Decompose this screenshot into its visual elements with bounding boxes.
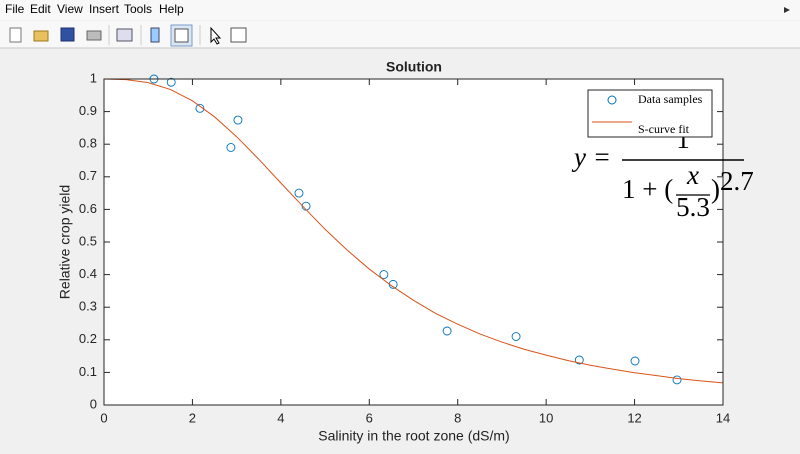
data-point — [442, 326, 452, 336]
new-icon[interactable] — [9, 27, 22, 43]
data-point — [574, 355, 584, 365]
x-tick-label: 4 — [277, 410, 284, 425]
x-tick-label: 0 — [100, 410, 107, 425]
data-point — [294, 188, 304, 198]
open-icon[interactable] — [33, 30, 49, 42]
menu-item[interactable]: Insert — [89, 2, 120, 16]
y-tick-label: 0.7 — [79, 168, 97, 183]
menu-background — [0, 0, 800, 20]
x-tick-label: 14 — [716, 410, 730, 425]
equation-scale: 5.3 — [676, 192, 710, 222]
data-point — [379, 270, 389, 280]
data-point — [195, 103, 205, 113]
equation: y = 1 1 + ( x 5.3 ) 2.7 — [571, 124, 754, 222]
pointer-icon[interactable] — [210, 26, 222, 45]
legend-icon — [174, 28, 189, 43]
colorbar-icon[interactable] — [150, 27, 160, 43]
data-point — [226, 143, 236, 152]
menu-bar: File Edit View Insert Tools Help — [0, 0, 800, 20]
y-tick-label: 0.8 — [79, 136, 97, 151]
menu-item[interactable]: View — [57, 2, 83, 16]
y-tick-label: 0.3 — [79, 299, 97, 314]
legend-label: S-curve fit — [638, 122, 690, 136]
x-axis-label: Salinity in the root zone (dS/m) — [318, 428, 509, 444]
axes-box — [103, 78, 724, 406]
legend-label: Data samples — [638, 92, 703, 106]
menu-item[interactable]: Edit — [30, 2, 51, 16]
menu-item[interactable]: Tools — [124, 2, 152, 16]
data-point — [233, 115, 243, 125]
data-point — [166, 77, 176, 87]
y-tick-label: 0.4 — [79, 266, 97, 281]
x-tick-label: 12 — [627, 410, 641, 425]
menu-item[interactable]: Help — [159, 2, 184, 16]
y-tick-label: 0.6 — [79, 201, 97, 216]
equation-lhs: y = — [571, 142, 611, 172]
y-tick-label: 1 — [90, 70, 97, 85]
x-tick-label: 2 — [189, 410, 196, 425]
y-tick-label: 0.2 — [79, 331, 97, 346]
y-tick-label: 0.1 — [79, 364, 97, 379]
equation-paren: ) — [711, 174, 720, 204]
menu-item[interactable]: File — [5, 2, 25, 16]
x-tick-label: 8 — [454, 410, 461, 425]
y-tick-label: 0.9 — [79, 103, 97, 118]
equation-x: x — [686, 160, 699, 190]
y-tick-label: 0.5 — [79, 233, 97, 248]
toolbar — [0, 21, 800, 49]
y-tick-label: 0 — [90, 396, 97, 411]
data-point — [511, 332, 521, 341]
equation-exponent: 2.7 — [720, 166, 754, 196]
x-tick-label: 10 — [539, 410, 553, 425]
menu-arrow[interactable] — [784, 7, 790, 13]
link-icon[interactable] — [116, 28, 133, 42]
data-point — [672, 375, 682, 385]
print-icon[interactable] — [86, 30, 102, 41]
legend: Data samples S-curve fit — [587, 89, 713, 138]
property-icon[interactable] — [230, 27, 247, 43]
chart-title: Solution — [386, 59, 442, 75]
y-axis-label: Relative crop yield — [57, 185, 73, 299]
data-point — [630, 356, 640, 366]
equation-denominator: 1 + ( — [622, 174, 673, 204]
save-icon[interactable] — [60, 27, 75, 42]
fit-line — [103, 78, 724, 384]
x-tick-label: 6 — [366, 410, 373, 425]
toolbar-background — [0, 21, 800, 48]
legend-marker — [607, 95, 617, 105]
